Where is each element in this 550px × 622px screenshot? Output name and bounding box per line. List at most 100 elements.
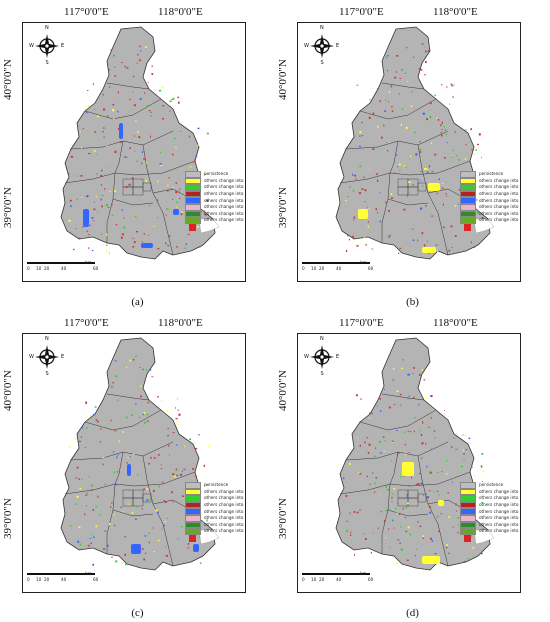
change-pixel — [441, 84, 443, 86]
legend-label: others change into barren — [479, 204, 520, 210]
legend-swatch — [185, 203, 201, 211]
change-pixel — [76, 495, 79, 498]
change-pixel — [359, 135, 361, 137]
change-pixel — [419, 151, 422, 153]
compass-east-label: E — [336, 354, 340, 360]
change-pixel — [454, 235, 457, 237]
change-pixel — [406, 46, 408, 49]
change-pixel — [419, 148, 422, 151]
change-pixel — [372, 148, 375, 150]
change-pixel — [167, 184, 169, 187]
change-pixel — [417, 521, 419, 523]
change-pixel — [393, 527, 395, 529]
change-pixel — [113, 54, 115, 57]
change-pixel — [180, 213, 183, 216]
change-pixel — [354, 174, 357, 177]
latitude-label-top: 40°0'0"N — [2, 370, 14, 411]
change-pixel — [126, 462, 128, 464]
change-pixel — [392, 519, 394, 522]
change-pixel — [180, 473, 183, 476]
change-pixel — [398, 252, 400, 255]
change-pixel — [420, 434, 423, 436]
change-pixel — [131, 177, 134, 180]
change-pixel — [138, 136, 141, 138]
change-pixel — [74, 503, 77, 505]
change-pixel — [427, 50, 430, 52]
change-pixel — [456, 155, 458, 157]
change-pixel — [136, 62, 138, 64]
change-pixel — [172, 153, 174, 156]
change-pixel — [445, 546, 448, 549]
change-pixel — [371, 412, 373, 415]
change-pixel — [142, 368, 144, 371]
change-pixel — [422, 535, 424, 537]
change-pixel — [431, 171, 434, 173]
change-pixel — [481, 217, 484, 219]
change-pixel — [175, 417, 178, 420]
change-pixel — [114, 360, 117, 362]
change-pixel — [369, 412, 371, 415]
change-pixel — [75, 228, 77, 229]
change-pixel — [161, 399, 163, 402]
change-pixel — [451, 446, 453, 449]
change-pixel — [352, 235, 354, 238]
change-pixel — [73, 248, 75, 251]
change-pixel — [379, 398, 381, 400]
change-pixel — [96, 195, 98, 198]
change-pixel — [176, 444, 178, 446]
change-patch — [402, 462, 414, 476]
legend-label: others change into shrub — [479, 217, 520, 223]
legend-item: others change into forest — [460, 521, 520, 529]
change-pixel — [385, 536, 387, 539]
change-pixel — [366, 437, 369, 439]
change-pixel — [360, 398, 362, 400]
legend-label: others change into forest — [204, 521, 245, 527]
compass-east-label: E — [61, 43, 65, 49]
change-pixel — [147, 401, 149, 404]
change-pixel — [382, 436, 385, 438]
change-pixel — [457, 531, 459, 534]
change-pixel — [359, 473, 362, 475]
legend-swatch — [185, 177, 201, 185]
change-pixel — [343, 477, 345, 480]
change-pixel — [88, 152, 91, 155]
map-panel-3: 117°0'0"E 118°0'0"E 40°0'0"N 39°0'0"N — [0, 311, 275, 622]
change-pixel — [109, 523, 111, 525]
change-pixel — [453, 437, 455, 439]
change-pixel — [452, 96, 454, 99]
change-pixel — [128, 183, 131, 186]
longitude-label-right: 118°0'0"E — [433, 317, 478, 329]
change-pixel — [82, 426, 84, 429]
change-pixel — [187, 547, 190, 549]
change-pixel — [471, 466, 473, 468]
change-pixel — [84, 412, 86, 414]
change-pixel — [407, 373, 410, 376]
compass-south-label: S — [45, 371, 49, 377]
change-pixel — [478, 133, 481, 136]
change-pixel — [105, 167, 107, 169]
change-pixel — [157, 180, 159, 183]
change-pixel — [471, 149, 474, 151]
change-pixel — [415, 153, 418, 156]
change-pixel — [79, 488, 82, 490]
legend-swatch — [185, 190, 201, 198]
change-pixel — [434, 94, 436, 97]
change-pixel — [395, 507, 397, 510]
longitude-label-left: 117°0'0"E — [339, 6, 384, 18]
change-pixel — [349, 512, 351, 515]
change-pixel — [172, 432, 175, 434]
change-pixel — [120, 236, 123, 239]
change-pixel — [129, 147, 131, 150]
change-pixel — [347, 196, 349, 198]
legend-item: others change into forest — [185, 210, 245, 218]
change-pixel — [142, 413, 145, 416]
change-pixel — [376, 179, 379, 182]
change-pixel — [442, 182, 444, 184]
legend-label: others change into water — [204, 197, 245, 203]
change-pixel — [68, 446, 71, 448]
change-pixel — [114, 190, 116, 192]
change-pixel — [441, 471, 443, 473]
change-pixel — [396, 454, 398, 457]
legend-swatch — [460, 521, 476, 529]
change-pixel — [124, 156, 126, 158]
